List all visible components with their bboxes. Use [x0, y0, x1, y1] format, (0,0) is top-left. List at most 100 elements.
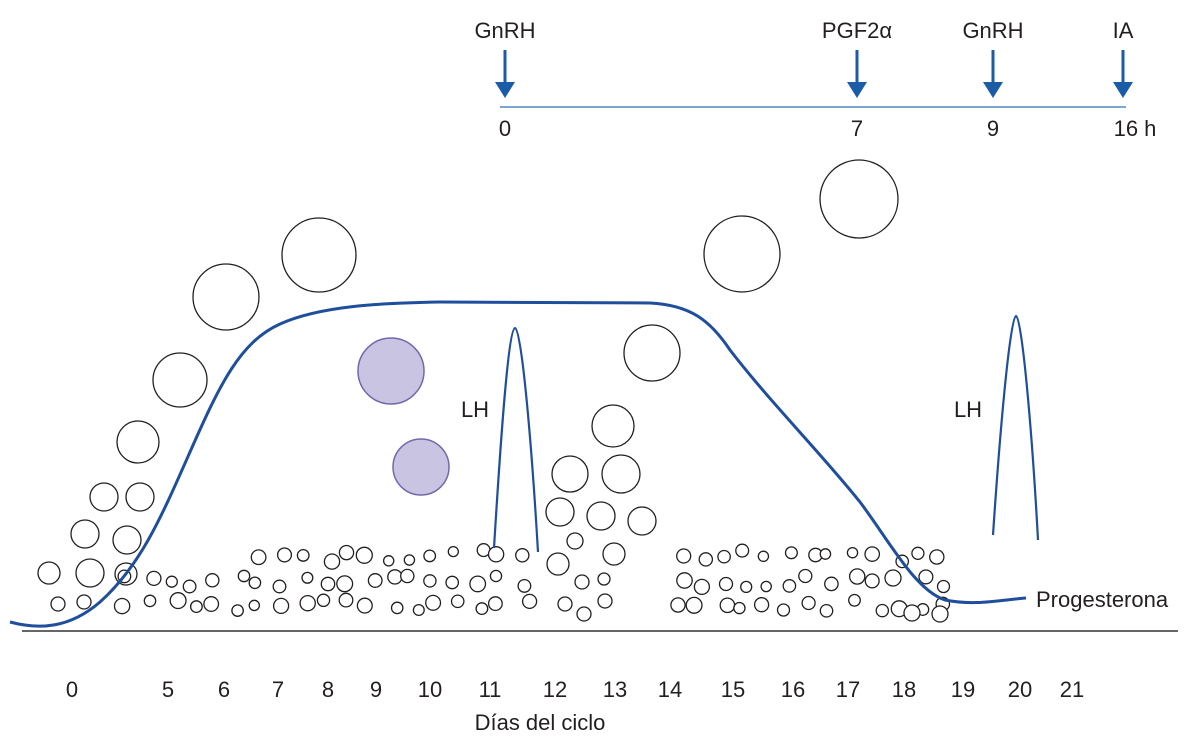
day-label: 6	[218, 677, 230, 702]
small-follicle	[390, 601, 404, 615]
small-follicle	[846, 546, 859, 559]
small-follicle	[338, 592, 354, 608]
event-time: 7	[851, 116, 863, 141]
small-follicle	[425, 594, 442, 611]
follicle	[125, 482, 155, 512]
small-follicle	[576, 606, 592, 622]
follicle	[70, 519, 100, 549]
small-follicle	[798, 568, 813, 584]
day-label: 9	[370, 677, 382, 702]
lh-peak	[991, 314, 1040, 541]
follicle	[703, 215, 781, 293]
day-label: 17	[836, 677, 860, 702]
small-follicle	[676, 572, 693, 589]
follicle	[116, 420, 160, 464]
small-follicle	[864, 546, 881, 562]
small-follicle	[757, 550, 770, 563]
follicles	[37, 159, 951, 623]
small-follicle	[819, 603, 834, 618]
follicle	[89, 482, 119, 512]
small-follicle	[685, 596, 703, 614]
small-follicle	[143, 594, 157, 608]
small-follicle	[301, 571, 314, 584]
small-follicle	[903, 604, 921, 622]
protocol-timeline: GnRH 0 PGF2α 7 GnRH 9 IA 16 h	[474, 18, 1156, 141]
event-time: 0	[499, 116, 511, 141]
follicle	[551, 455, 589, 493]
small-follicle	[248, 576, 262, 590]
day-labels: 0 5 6 7 8 9 10 11 12 13 14 15 16 17 18 19 20 21	[66, 677, 1084, 702]
small-follicle	[231, 604, 244, 617]
small-follicle	[320, 576, 336, 592]
follicle	[602, 542, 626, 566]
small-follicle	[782, 579, 797, 593]
small-follicle	[574, 574, 590, 590]
small-follicle	[169, 592, 187, 610]
small-follicle	[517, 578, 532, 593]
small-follicle	[367, 573, 383, 588]
follicle	[819, 159, 899, 239]
small-follicle	[784, 546, 798, 560]
event-label: PGF2α	[822, 18, 892, 43]
small-follicle	[557, 596, 573, 612]
small-follicle	[717, 549, 731, 564]
arrow-head	[495, 82, 515, 98]
small-follicle	[237, 569, 251, 583]
small-follicle	[296, 548, 310, 562]
arrow-head	[1113, 82, 1133, 98]
small-follicle	[412, 603, 425, 617]
small-follicle	[338, 544, 355, 561]
small-follicle	[801, 595, 816, 611]
small-follicle	[165, 575, 178, 588]
small-follicle	[515, 548, 530, 563]
small-follicle	[487, 546, 505, 563]
small-follicle	[447, 545, 459, 558]
follicle	[586, 501, 616, 531]
small-follicle	[760, 580, 772, 593]
small-follicle	[864, 573, 880, 589]
small-follicle	[698, 552, 714, 567]
follicle	[566, 532, 584, 550]
small-follicle	[875, 603, 890, 618]
small-follicle	[113, 597, 131, 615]
event-label: GnRH	[962, 18, 1023, 43]
day-label: 13	[603, 677, 627, 702]
small-follicle	[819, 548, 832, 560]
day-label: 14	[658, 677, 682, 702]
small-follicle	[316, 593, 331, 608]
follicle	[75, 558, 105, 588]
small-follicle	[387, 569, 403, 585]
small-follicle	[450, 594, 465, 609]
progesterone-label: Progesterona	[1036, 587, 1169, 612]
small-follicle	[403, 554, 416, 566]
follicle	[76, 594, 92, 610]
small-follicle	[776, 603, 791, 617]
day-label: 18	[892, 677, 916, 702]
day-label: 0	[66, 677, 78, 702]
small-follicle	[929, 549, 945, 565]
follicle	[546, 552, 570, 576]
small-follicle	[931, 605, 949, 623]
small-follicle	[936, 579, 951, 594]
small-follicle	[693, 578, 711, 596]
small-follicle	[248, 599, 261, 612]
small-follicle	[423, 549, 437, 563]
small-follicle	[753, 597, 770, 613]
small-follicle	[336, 575, 354, 593]
small-follicle	[487, 596, 503, 612]
small-follicle	[597, 572, 611, 586]
day-label: 19	[951, 677, 975, 702]
small-follicle	[272, 579, 287, 594]
corpus-luteum	[392, 438, 450, 496]
follicle	[627, 506, 657, 536]
follicle	[623, 324, 681, 382]
arrow-head	[983, 82, 1003, 98]
day-label: 20	[1008, 677, 1032, 702]
small-follicle	[735, 543, 750, 558]
small-follicle	[918, 569, 934, 585]
event-label: IA	[1113, 18, 1134, 43]
small-follicle	[250, 549, 267, 566]
follicle	[50, 596, 66, 612]
small-follicle	[676, 548, 692, 564]
